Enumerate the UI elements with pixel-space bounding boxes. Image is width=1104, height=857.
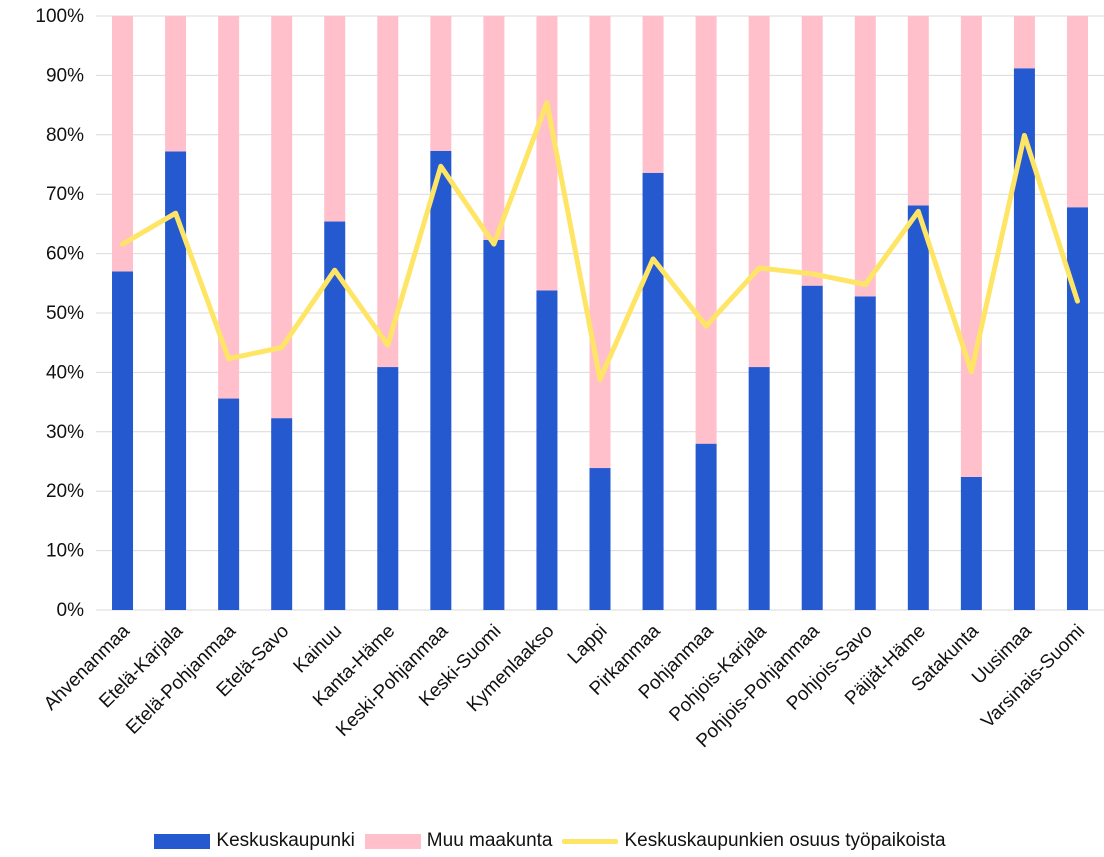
bar-keskuskaupunki (854, 296, 876, 610)
bar-keskuskaupunki (165, 151, 187, 610)
bar-keskuskaupunki (218, 398, 240, 610)
bar-muu-maakunta (642, 16, 664, 173)
bar-muu-maakunta (536, 16, 558, 291)
bar-muu-maakunta (483, 16, 505, 240)
legend-swatch-keskuskaupunki (154, 833, 211, 849)
legend-item-osuus-tyopaikoista[interactable]: Keskuskaupunkien osuus työpaikoista (562, 830, 946, 852)
bar-keskuskaupunki (1066, 207, 1088, 610)
bar-muu-maakunta (907, 16, 929, 206)
bar-keskuskaupunki (324, 221, 346, 611)
bar-keskuskaupunki (801, 285, 823, 610)
bar-muu-maakunta (1066, 16, 1088, 208)
y-tick-label: 70% (46, 184, 84, 205)
bar-keskuskaupunki (377, 367, 399, 610)
bar-keskuskaupunki (695, 443, 717, 610)
bars (112, 16, 1088, 611)
bar-muu-maakunta (324, 16, 346, 222)
line-osuus-tyopaikoista (120, 100, 1080, 382)
bar-muu-maakunta (854, 16, 876, 297)
bar-muu-maakunta (430, 16, 452, 151)
bar-muu-maakunta (748, 16, 770, 368)
y-tick-label: 20% (46, 481, 84, 502)
y-tick-label: 100% (35, 6, 84, 27)
bar-muu-maakunta (695, 16, 717, 444)
bar-keskuskaupunki (960, 476, 982, 610)
bar-muu-maakunta (165, 16, 187, 152)
bar-muu-maakunta (1013, 16, 1035, 69)
legend-item-muu-maakunta[interactable]: Muu maakunta (364, 830, 553, 852)
legend-swatch-muu-maakunta (364, 833, 421, 849)
legend-label-muu-maakunta: Muu maakunta (426, 830, 553, 851)
bar-muu-maakunta (589, 16, 611, 469)
bar-keskuskaupunki (589, 468, 611, 610)
y-tick-label: 30% (46, 422, 84, 443)
chart-svg: 0% 10% 20% 30% 40% 50% 60% 70% 80% 90% 100% Ahvena… (35, 6, 1104, 752)
bar-muu-maakunta (801, 16, 823, 286)
legend-item-keskuskaupunki[interactable]: Keskuskaupunki (154, 830, 355, 852)
bar-keskuskaupunki (483, 239, 505, 611)
bar-keskuskaupunki (112, 271, 134, 610)
bar-muu-maakunta (960, 16, 982, 477)
legend-swatch-osuus-tyopaikoista (562, 838, 619, 844)
legend-label-osuus-tyopaikoista: Keskuskaupunkien osuus työpaikoista (624, 830, 946, 851)
y-tick-label: 80% (46, 125, 84, 146)
bar-keskuskaupunki (536, 290, 558, 610)
bar-muu-maakunta (112, 16, 134, 272)
legend: Keskuskaupunki Muu maakunta Keskuskaupun… (0, 830, 1104, 852)
bar-muu-maakunta (377, 16, 399, 368)
bar-keskuskaupunki (1013, 68, 1035, 611)
y-tick-label: 40% (46, 362, 84, 383)
line-series (120, 100, 1080, 382)
y-tick-label: 10% (46, 541, 84, 562)
bar-keskuskaupunki (748, 367, 770, 610)
bar-muu-maakunta (271, 16, 293, 419)
x-axis-ticks: AhvenanmaaEtelä-KarjalaEtelä-PohjanmaaEt… (40, 620, 1089, 752)
y-tick-label: 60% (46, 244, 84, 265)
y-tick-label: 0% (57, 600, 85, 621)
y-axis-ticks: 0% 10% 20% 30% 40% 50% 60% 70% 80% 90% 100% (35, 6, 84, 621)
x-tick-label: Lappi (564, 621, 612, 669)
y-tick-label: 50% (46, 303, 84, 324)
bar-keskuskaupunki (642, 172, 664, 611)
bar-muu-maakunta (218, 16, 240, 399)
bar-keskuskaupunki (907, 205, 929, 610)
legend-label-keskuskaupunki: Keskuskaupunki (216, 830, 355, 851)
bar-keskuskaupunki (430, 150, 452, 610)
bar-keskuskaupunki (271, 418, 293, 610)
y-tick-label: 90% (46, 65, 84, 86)
